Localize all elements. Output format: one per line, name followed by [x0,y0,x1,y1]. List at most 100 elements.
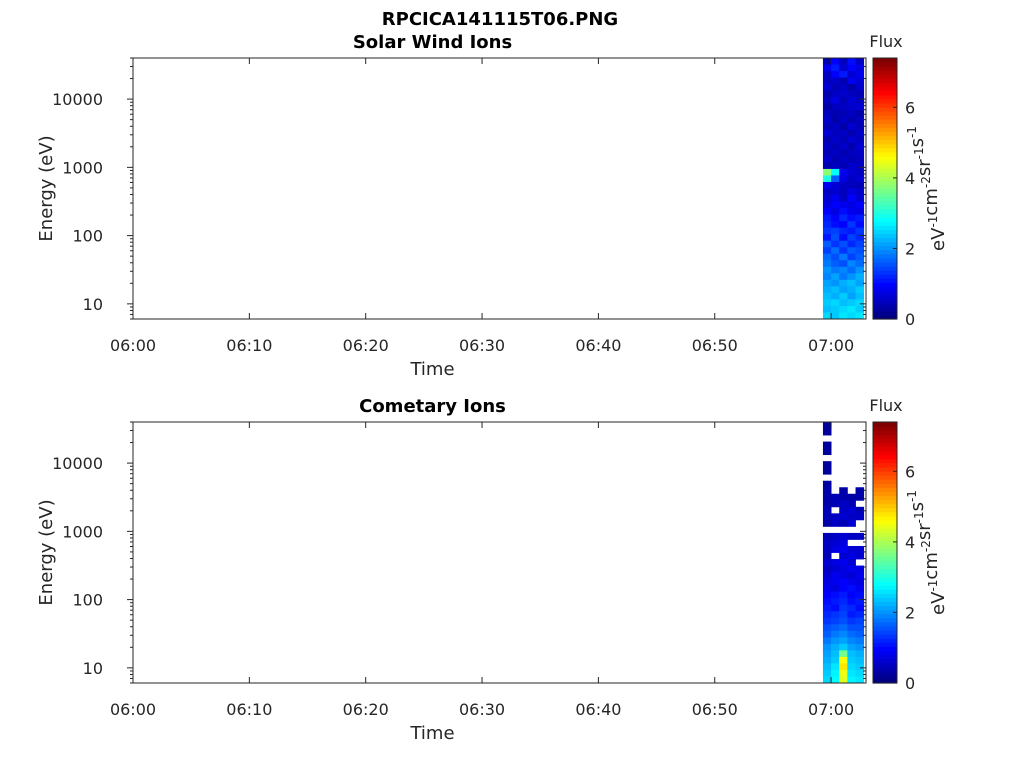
heatmap-cell [822,286,832,294]
heatmap-cell [839,181,848,189]
heatmap-cell [855,273,865,281]
heatmap-cell [831,240,840,248]
heatmap-cell [831,116,840,124]
colorbar-segment [873,188,897,194]
heatmap-cell [831,565,840,573]
heatmap-cell [822,422,832,429]
colorbar-segment [873,196,897,202]
colorbar-segment [873,164,897,169]
heatmap-cell [839,513,848,521]
heatmap-cell [839,208,848,216]
colorbar-segment [873,658,897,664]
heatmap-cell [855,532,865,540]
heatmap-cell [831,643,840,651]
heatmap-cell [822,467,832,475]
heatmap-cell [847,559,856,566]
heatmap-cell [839,136,848,144]
x-tick-label: 07:00 [808,700,854,719]
panel-solar-wind-ions: 06:00 06:10 06:20 06:30 06:40 06:50 07:00 10 100… [36,32,949,380]
heatmap-cell [831,247,840,255]
figure-title: RPCICA141115T06.PNG [382,9,618,30]
heatmap-cell [847,500,856,508]
heatmap-cell [822,77,832,85]
heatmap-cell [855,513,865,521]
heatmap-cell [822,461,832,469]
heatmap-cell [855,181,865,189]
colorbar-segment [873,589,897,594]
colorbar-segment [873,515,897,521]
colorbar-segment [873,74,897,79]
colorbar-segment [873,184,897,190]
colorbar-segment [873,581,897,586]
colorbar-segment [873,528,897,533]
colorbar-unit-label: eV-1cm-2sr-1s-1 [905,490,949,615]
heatmap-cell [839,663,848,671]
heatmap-cell [847,116,856,124]
heatmap-cell [831,188,840,196]
heatmap-cell [847,585,856,593]
colorbar-segment [873,151,897,157]
heatmap-cell [855,585,865,593]
heatmap-cell [847,260,856,268]
colorbar-segment [873,642,897,647]
heatmap-cell [855,71,865,78]
heatmap-cell [839,559,848,566]
heatmap-cell [831,572,840,580]
heatmap-cell [831,58,840,65]
colorbar-segment [873,601,897,607]
heatmap-cell [847,123,856,131]
heatmap-cell [822,64,832,72]
colorbar-segment [873,192,897,198]
heatmap-cell [831,64,840,72]
heatmap-cell [847,604,856,612]
colorbar-segment [873,176,897,181]
heatmap-cell [822,201,832,209]
heatmap-cell [855,572,865,580]
colorbar-segment [873,62,897,67]
heatmap-cell [847,676,856,684]
heatmap-cell [855,97,865,105]
colorbar-segment [873,434,897,439]
colorbar-segment [873,78,897,84]
heatmap-cell [847,240,856,248]
heatmap-cell [847,266,856,274]
colorbar-segment [873,82,897,88]
y-tick-label: 10000 [52,90,103,109]
heatmap-cell [847,181,856,189]
colorbar-segment [873,625,897,631]
heatmap-cell [822,676,832,684]
colorbar-segment [873,646,897,651]
colorbar-segment [873,208,897,214]
x-tick-label: 06:20 [343,336,389,355]
heatmap-cell [831,637,840,645]
heatmap-cell [822,630,832,638]
heatmap-cell [839,656,848,664]
heatmap-cell [831,624,840,632]
heatmap-cell [831,578,840,586]
colorbar-segment [873,86,897,92]
colorbar-tick-label: 4 [905,533,915,552]
heatmap-cell [855,142,865,150]
heatmap-cell [839,234,848,242]
colorbar-segment [873,290,897,296]
heatmap-cell [822,650,832,658]
panel-cometary-ions: 06:00 06:10 06:20 06:30 06:40 06:50 07:00 10 100… [36,396,949,744]
heatmap-cell [839,129,848,137]
x-tick-label: 06:00 [110,700,156,719]
heatmap-cell [847,279,856,287]
heatmap-cell [847,299,856,307]
heatmap-cell [822,448,832,456]
heatmap-cell [855,110,865,118]
colorbar-segment [873,302,897,308]
heatmap-cell [847,630,856,638]
heatmap-cell [855,624,865,632]
heatmap-cell [822,71,832,78]
heatmap-cell [831,142,840,150]
colorbar-segment [873,487,897,492]
colorbar-segment [873,576,897,582]
heatmap-cell [822,90,832,98]
colorbar-segment [873,495,897,501]
colorbar-segment [873,155,897,161]
heatmap-cell [855,565,865,573]
